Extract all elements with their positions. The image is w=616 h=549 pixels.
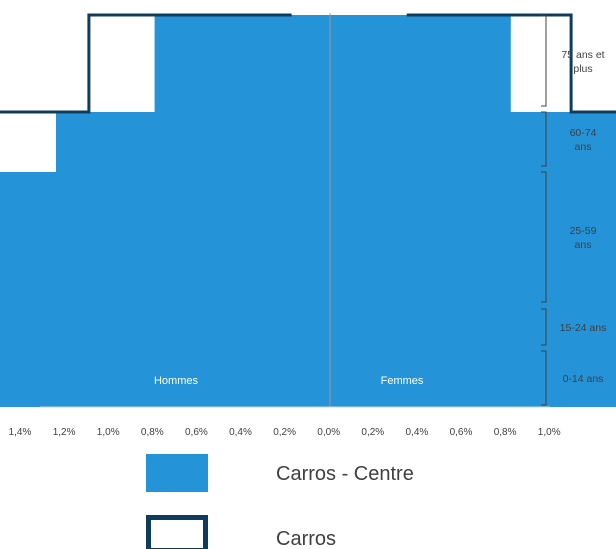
x-tick-label: 0,2% [273,427,296,438]
age-label-0-14: 0-14 ans [563,373,604,385]
age-label-75+: 75 ans et [561,49,604,61]
legend-swatch-carros-centre [146,454,208,492]
x-tick-label: 0,4% [406,427,429,438]
age-bracket-15-24 [541,308,547,346]
age-label-60-74: 60-74 [570,127,597,139]
x-tick-label: 0,4% [229,427,252,438]
age-bracket-75+ [541,15,547,107]
age-label-75+: plus [573,63,592,75]
side-label-women: Femmes [381,375,424,387]
x-tick-label: 0,0% [317,427,340,438]
x-tick-label: 0,2% [361,427,384,438]
x-tick-label: 0,6% [450,427,473,438]
x-tick-label: 1,2% [53,427,76,438]
age-label-60-74: ans [575,141,592,153]
legend: Carros - Centre Carros [146,454,414,549]
side-label-men: Hommes [154,375,199,387]
x-tick-label: 1,0% [97,427,120,438]
x-tick-label: 0,8% [494,427,517,438]
age-label-25-59: ans [575,239,592,251]
x-tick-label: 0,8% [141,427,164,438]
age-bracket-0-14 [541,350,547,406]
age-bracket-25-59 [541,171,547,303]
age-brackets: 0-14 ans 15-24 ans 25-59 ans 60-74 ans 75 ans … [541,15,607,406]
x-axis-ticks: 1,4% 1,2% 1,0% 0,8% 0,6% 0,4% 0,2% 0,0% 0,2% 0,4%… [9,427,561,438]
legend-label-carros: Carros [276,528,336,549]
plot-area: Hommes Femmes [0,13,616,408]
x-tick-label: 1,0% [538,427,561,438]
age-bracket-60-74 [541,111,547,167]
series-1-men-line [0,13,292,114]
series-0-area [0,15,616,407]
legend-swatch-carros [146,515,208,549]
legend-label-carros-centre: Carros - Centre [276,463,414,485]
age-label-25-59: 25-59 [570,225,597,237]
series-1-women-line [406,13,616,114]
x-tick-label: 1,4% [9,427,32,438]
x-tick-label: 0,6% [185,427,208,438]
age-label-15-24: 15-24 ans [560,322,607,334]
